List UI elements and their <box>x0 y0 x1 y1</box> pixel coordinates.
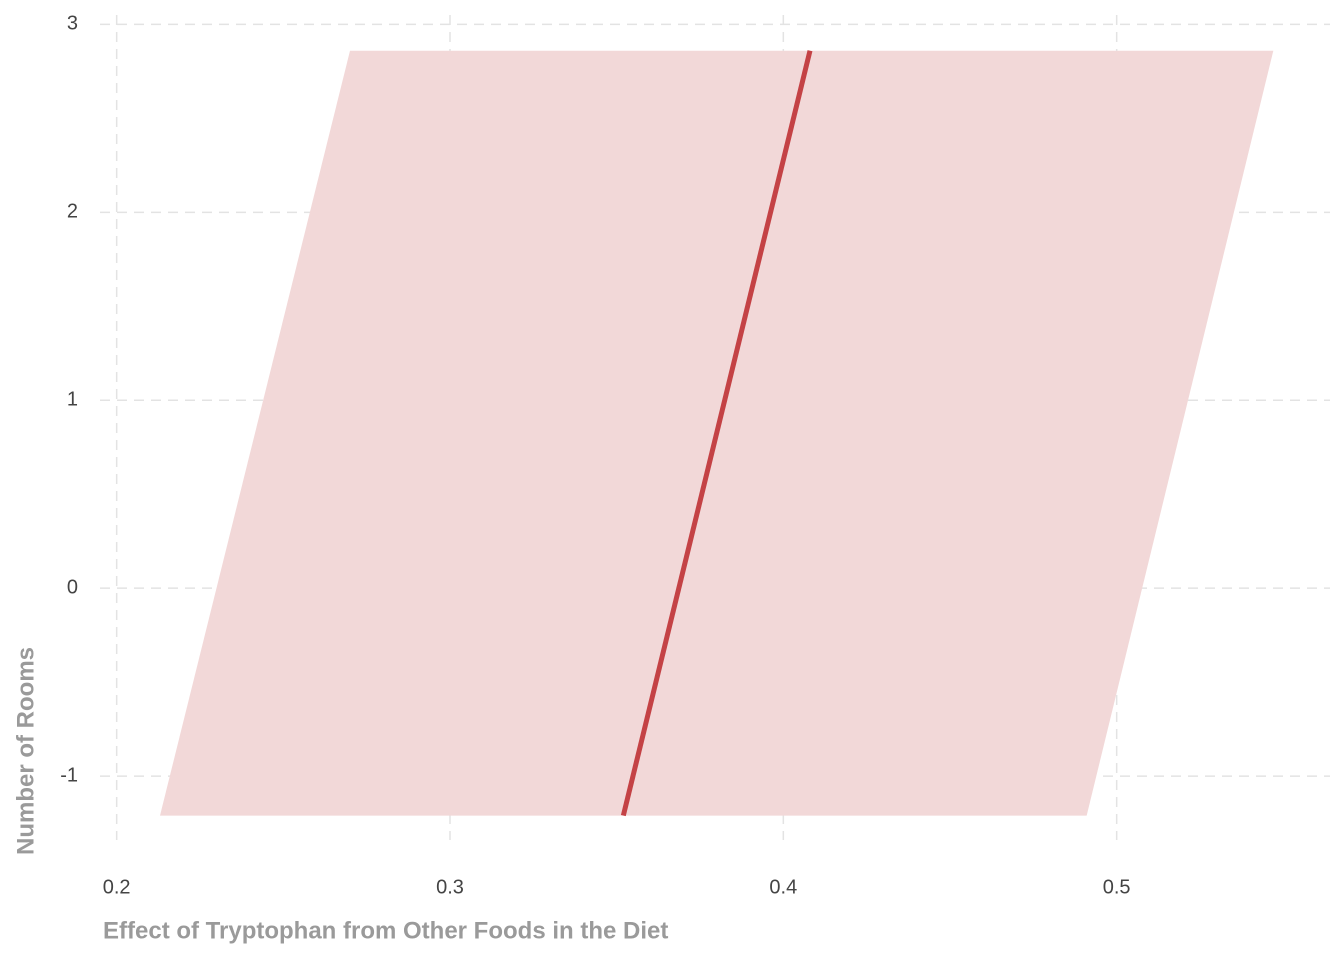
y-tick-label: 2 <box>67 201 78 223</box>
x-tick-label: 0.5 <box>1103 876 1131 898</box>
y-tick-label: 3 <box>67 13 78 35</box>
x-tick-label: 0.4 <box>769 876 797 898</box>
x-axis-title: Effect of Tryptophan from Other Foods in… <box>103 917 668 944</box>
regression-line <box>620 50 813 817</box>
y-tick-label: -1 <box>60 764 78 786</box>
x-tick-label: 0.3 <box>436 876 464 898</box>
y-tick-label: 0 <box>67 576 78 598</box>
y-axis-title: Number of Rooms <box>12 647 39 855</box>
x-tick-label: 0.2 <box>103 876 131 898</box>
y-tick-label: 1 <box>67 389 78 411</box>
